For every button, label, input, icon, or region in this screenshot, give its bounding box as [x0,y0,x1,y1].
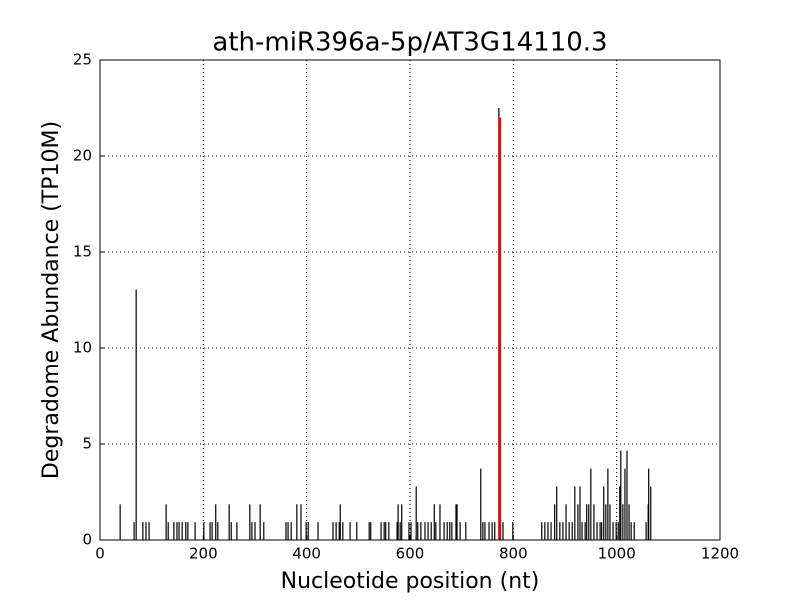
x-tick-label: 800 [499,545,528,563]
x-tick-label: 600 [396,545,425,563]
chart-title: ath-miR396a-5p/AT3G14110.3 [212,28,607,58]
y-tick-label: 0 [82,531,92,549]
y-tick-label: 10 [73,339,92,357]
y-tick-label: 5 [82,435,92,453]
y-tick-label: 20 [73,147,92,165]
x-tick-label: 0 [95,545,105,563]
x-tick-label: 1200 [701,545,739,563]
y-tick-label: 25 [73,51,92,69]
x-tick-label: 400 [292,545,321,563]
x-axis-label: Nucleotide position (nt) [281,569,540,594]
x-tick-label: 200 [189,545,218,563]
x-tick-label: 1000 [598,545,636,563]
plot-frame [99,59,721,541]
y-tick-label: 15 [73,243,92,261]
y-axis-label: Degradome Abundance (TP10M) [39,121,64,479]
